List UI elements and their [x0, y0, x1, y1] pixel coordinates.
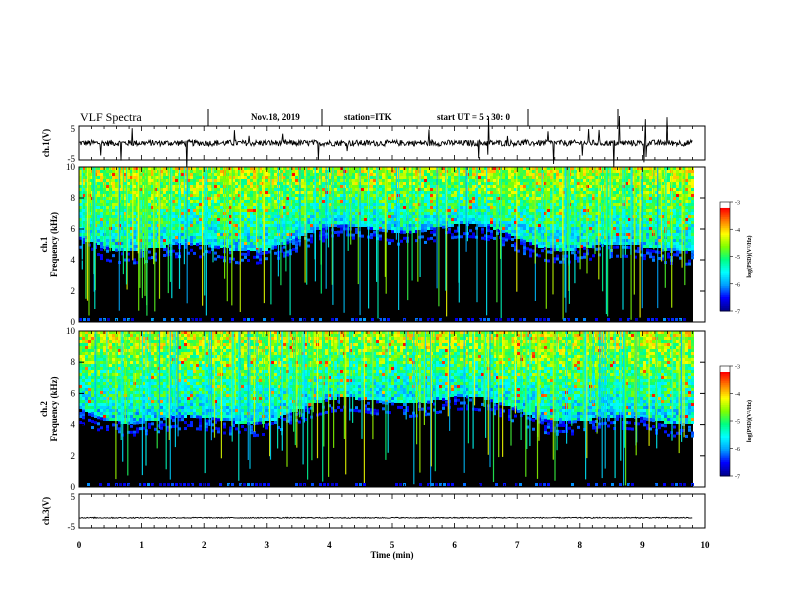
station-label: station=ITK [344, 112, 392, 122]
waveform-trace [78, 115, 693, 170]
panel-ch3-waveform: 5 -5 ch.3(V) [41, 492, 706, 532]
spectrogram-cells [79, 331, 694, 487]
ytick-label: 5 [71, 124, 76, 134]
x-axis-label: Time (min) [370, 550, 413, 560]
xtick-label: 8 [578, 540, 583, 550]
colorbar: -3 -4 -5 -6 -7 log(PSD)(V²/Hz) [719, 201, 753, 316]
channel-label: ch.1 [39, 236, 49, 252]
xtick-label: 4 [327, 540, 332, 550]
colorbar-tick-label: -5 [735, 255, 740, 261]
xtick-label: 7 [515, 540, 520, 550]
colorbar-tick-label: -3 [735, 365, 740, 371]
colorbar-label: log(PSD)(V²/Hz) [746, 400, 753, 442]
ytick-label: -5 [68, 522, 76, 532]
xtick-label: 6 [452, 540, 457, 550]
colorbar-tick-label: -7 [735, 310, 740, 316]
colorbar-tick-label: -6 [735, 447, 740, 453]
xtick-label: 1 [139, 540, 144, 550]
colorbar-tick-label: -4 [735, 392, 740, 398]
ytick-label: 2 [71, 286, 76, 296]
ytick-label: 0 [71, 482, 76, 492]
panel-ch1-spectrogram: 0 2 4 6 8 10 ch.1 Frequency (kHz) -3 -4 -5 -6 -7 log(… [39, 162, 753, 327]
colorbar: -3 -4 -5 -6 -7 log(PSD)(V²/Hz) [719, 365, 753, 481]
y-axis-label: Frequency (kHz) [49, 376, 59, 441]
ytick-label: 4 [71, 255, 76, 265]
xtick-label: 9 [640, 540, 645, 550]
ytick-label: 5 [71, 492, 76, 502]
date-label: Nov.18, 2019 [251, 112, 300, 122]
y-axis-label: ch.1(V) [41, 129, 51, 157]
waveform-trace [78, 516, 693, 520]
colorbar-tick-label: -4 [735, 228, 740, 234]
ytick-label: 6 [71, 224, 76, 234]
figure-title: VLF Spectra [80, 110, 142, 124]
xtick-label: 10 [701, 540, 711, 550]
colorbar-tick-label: -6 [735, 282, 740, 288]
ytick-label: 8 [71, 193, 76, 203]
xtick-label: 2 [202, 540, 207, 550]
plot-area [79, 494, 705, 528]
ytick-label: 6 [71, 388, 76, 398]
colorbar-tick-label: -3 [735, 201, 740, 207]
colorbar-label: log(PSD)(V²/Hz) [746, 235, 753, 277]
panel-ch2-spectrogram: 0 2 4 6 8 10 ch.2 Frequency (kHz) -3 -4 -5 -6 -7 log(… [39, 326, 753, 492]
panel-ch1-waveform: 5 -5 ch.1(V) [41, 115, 706, 170]
ytick-label: 2 [71, 451, 76, 461]
ytick-label: 10 [66, 326, 76, 336]
colorbar-tick-label: -7 [735, 475, 740, 481]
colorbar-tick-label: -5 [735, 420, 740, 426]
xtick-label: 3 [265, 540, 270, 550]
y-axis-label: Frequency (kHz) [49, 212, 59, 277]
ytick-label: 4 [71, 420, 76, 430]
ytick-label: 10 [66, 162, 76, 172]
channel-label: ch.2 [39, 401, 49, 417]
ytick-label: -5 [68, 154, 76, 164]
start-time-label: start UT = 5 : 30: 0 [437, 112, 510, 122]
ytick-label: 0 [71, 317, 76, 327]
y-axis-label: ch.3(V) [41, 497, 51, 525]
xtick-label: 0 [77, 540, 82, 550]
xtick-label: 5 [390, 540, 395, 550]
ytick-label: 8 [71, 357, 76, 367]
